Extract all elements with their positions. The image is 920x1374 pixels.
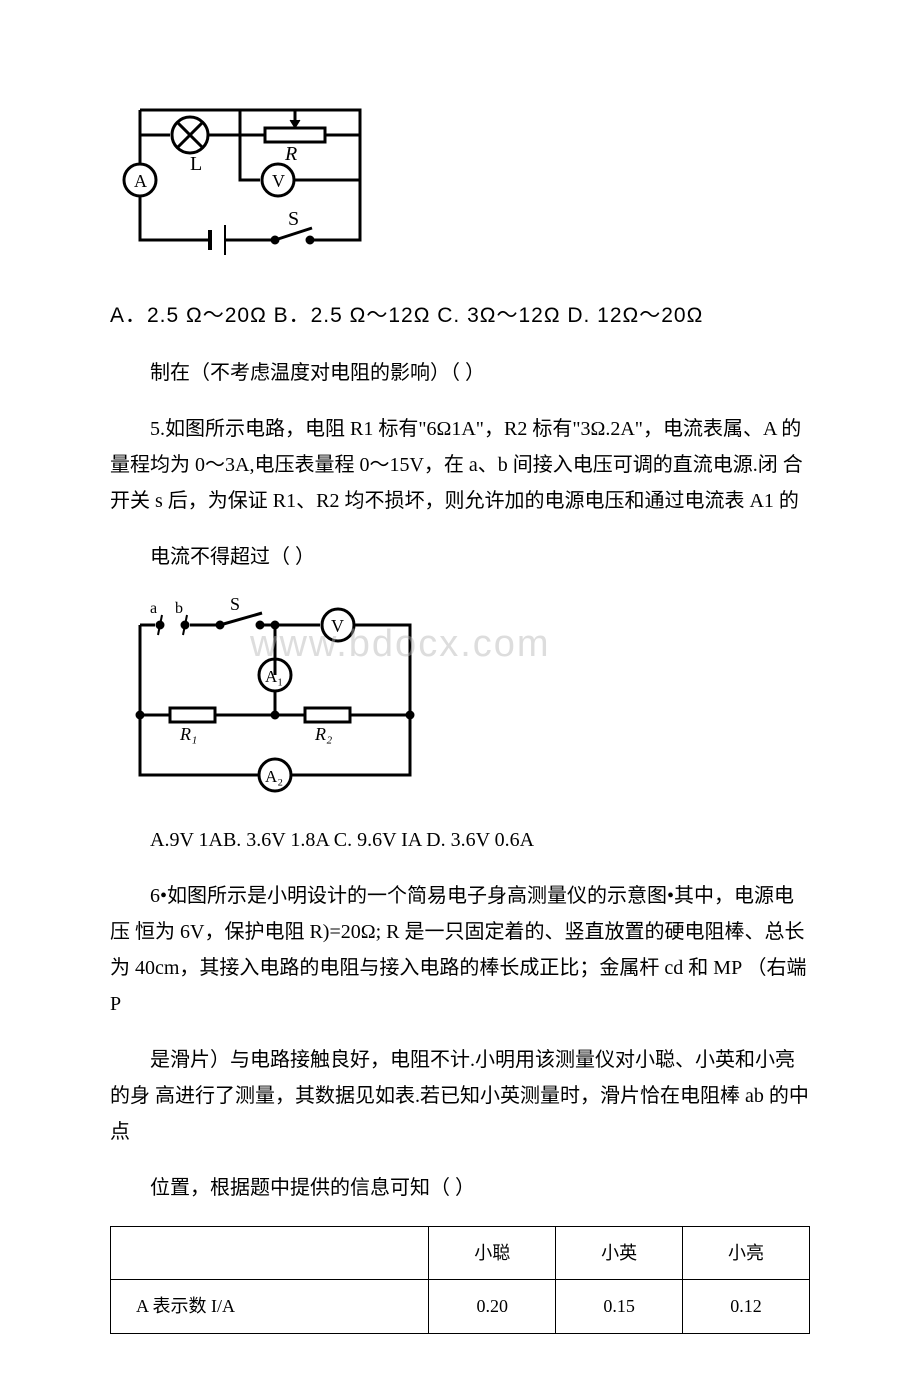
- label-v2: V: [331, 616, 344, 636]
- label-v: V: [272, 171, 285, 191]
- q6-para-2: 是滑片）与电路接触良好，电阻不计.小明用该测量仪对小聪、小英和小亮的身 高进行了…: [110, 1042, 810, 1150]
- label-a1: A₁: [265, 667, 283, 686]
- q4-options: A．2.5 Ω～20Ω B．2.5 Ω～12Ω C. 3Ω～12Ω D. 12Ω…: [110, 297, 810, 335]
- table-header-3: 小亮: [683, 1226, 810, 1279]
- label-l: L: [190, 153, 202, 175]
- circuit-diagram-1: L R A V S: [110, 80, 810, 282]
- table-header-0: [111, 1226, 429, 1279]
- label-a: A: [134, 171, 147, 191]
- label-r1: R₁: [179, 724, 197, 744]
- data-table: 小聪 小英 小亮 A 表示数 I/A 0.20 0.15 0.12: [110, 1226, 810, 1334]
- label-s2: S: [230, 595, 240, 614]
- circuit-diagram-2: a b S V A₁ A₂ R₁ R₂: [110, 595, 810, 807]
- label-b-term: b: [175, 600, 183, 617]
- label-r2: R₂: [314, 724, 332, 744]
- label-a2: A₂: [265, 767, 283, 786]
- table-row1-label: A 表示数 I/A: [111, 1280, 429, 1333]
- q6-para-3: 位置，根据题中提供的信息可知（ ）: [110, 1170, 810, 1206]
- table-row: 小聪 小英 小亮: [111, 1226, 810, 1279]
- table-header-2: 小英: [556, 1226, 683, 1279]
- label-s: S: [288, 208, 299, 230]
- table-row: A 表示数 I/A 0.20 0.15 0.12: [111, 1280, 810, 1333]
- q5-para-1: 5.如图所示电路，电阻 R1 标有"6Ω1A"，R2 标有"3Ω.2A"，电流表…: [110, 411, 810, 519]
- table-header-1: 小聪: [429, 1226, 556, 1279]
- q5-para-2: 电流不得超过（ ）: [110, 539, 810, 575]
- table-cell: 0.20: [429, 1280, 556, 1333]
- label-r: R: [284, 143, 297, 165]
- label-a-term: a: [150, 600, 157, 617]
- table-cell: 0.12: [683, 1280, 810, 1333]
- q6-para-1: 6•如图所示是小明设计的一个简易电子身高测量仪的示意图•其中，电源电压 恒为 6…: [110, 878, 810, 1022]
- table-cell: 0.15: [556, 1280, 683, 1333]
- q4-tail: 制在（不考虑温度对电阻的影响）（ ）: [110, 355, 810, 391]
- q5-options: A.9V 1AB. 3.6V 1.8A C. 9.6V IA D. 3.6V 0…: [110, 822, 810, 858]
